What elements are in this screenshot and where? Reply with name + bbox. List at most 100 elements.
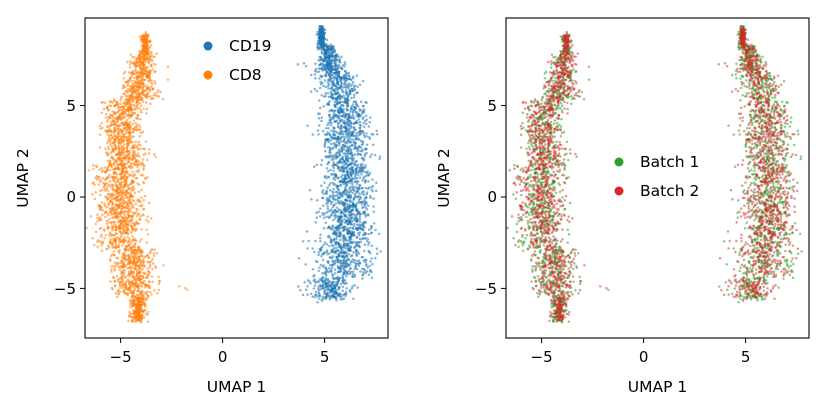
data-point-cd19 bbox=[327, 87, 330, 90]
data-point-cd19 bbox=[361, 206, 365, 209]
data-point-cd8 bbox=[153, 288, 156, 292]
data-point-cd19 bbox=[370, 188, 373, 191]
data-point-cd19 bbox=[340, 55, 343, 58]
data-point-cd8 bbox=[127, 243, 131, 247]
data-point-cd19 bbox=[340, 210, 344, 214]
data-point-cd19 bbox=[326, 207, 330, 211]
data-point-cd19 bbox=[333, 114, 337, 118]
data-point-cd8 bbox=[112, 264, 115, 268]
data-point-cd8 bbox=[109, 280, 112, 283]
data-point-cd8 bbox=[138, 246, 141, 250]
data-point-cd19 bbox=[377, 232, 381, 235]
data-point-cd8 bbox=[154, 92, 157, 95]
data-point-cd19 bbox=[362, 190, 366, 193]
data-point-cd8 bbox=[129, 299, 133, 302]
data-point-cd8 bbox=[108, 231, 112, 234]
data-point-cd8 bbox=[107, 165, 110, 168]
data-point-cd19 bbox=[330, 108, 334, 112]
data-point-cd8 bbox=[122, 190, 126, 194]
data-point-cd8 bbox=[130, 146, 133, 150]
data-point-cd19 bbox=[347, 253, 351, 256]
data-point-cd19 bbox=[347, 264, 351, 267]
data-point-cd8 bbox=[129, 84, 132, 88]
data-point-cd8 bbox=[126, 274, 129, 277]
data-point-cd8 bbox=[131, 130, 135, 133]
data-point-cd19 bbox=[352, 125, 356, 129]
data-point-cd19 bbox=[315, 211, 318, 214]
data-point-cd8 bbox=[132, 128, 135, 131]
data-point-cd8 bbox=[125, 189, 128, 192]
data-point-cd19 bbox=[358, 245, 361, 249]
data-point-cd19 bbox=[342, 135, 346, 138]
data-point-cd19 bbox=[341, 229, 345, 232]
data-point-cd8 bbox=[123, 292, 127, 295]
data-point-cd19 bbox=[358, 176, 362, 180]
data-point-cd8 bbox=[123, 224, 126, 228]
data-point-cd19 bbox=[343, 242, 346, 245]
data-point-cd19 bbox=[342, 119, 346, 123]
data-point-cd8 bbox=[102, 107, 106, 110]
data-point-cd19 bbox=[306, 124, 309, 128]
data-point-cd8 bbox=[153, 248, 156, 251]
data-point-cd19 bbox=[326, 260, 330, 264]
data-point-cd19 bbox=[370, 276, 374, 280]
data-point-cd19 bbox=[351, 138, 355, 142]
data-point-cd19 bbox=[320, 119, 323, 123]
data-point-cd19 bbox=[334, 53, 338, 56]
data-point-cd19 bbox=[343, 77, 347, 81]
data-point-cd19 bbox=[368, 120, 372, 124]
data-point-cd19 bbox=[333, 60, 337, 63]
data-point-cd19 bbox=[329, 80, 332, 83]
data-point-cd19 bbox=[323, 142, 327, 146]
data-point-cd8 bbox=[118, 281, 121, 284]
data-point-cd19 bbox=[328, 76, 332, 79]
data-point-cd19 bbox=[338, 97, 342, 100]
data-point-cd8 bbox=[119, 197, 122, 200]
data-point-cd19 bbox=[337, 229, 341, 233]
data-point-cd19 bbox=[314, 67, 318, 71]
data-point-cd19 bbox=[351, 270, 355, 273]
data-point-cd19 bbox=[361, 79, 365, 83]
data-point-cd19 bbox=[309, 73, 313, 77]
data-point-cd8 bbox=[112, 250, 116, 253]
data-point-cd19 bbox=[328, 121, 332, 124]
data-point-cd8 bbox=[92, 181, 95, 184]
data-point-cd8 bbox=[122, 77, 126, 80]
data-point-cd8 bbox=[166, 65, 170, 68]
data-point-cd8 bbox=[132, 135, 135, 139]
data-point-cd19 bbox=[321, 258, 325, 262]
data-point-cd19 bbox=[365, 264, 368, 267]
data-point-cd19 bbox=[319, 33, 322, 37]
data-point-cd19 bbox=[327, 78, 330, 81]
data-point-cd19 bbox=[317, 251, 320, 254]
data-point-cd8 bbox=[147, 201, 151, 205]
data-point-cd8 bbox=[104, 215, 107, 219]
data-point-cd8 bbox=[136, 289, 139, 293]
data-point-cd8 bbox=[127, 173, 131, 176]
data-point-cd19 bbox=[315, 89, 319, 93]
data-point-cd8 bbox=[128, 126, 131, 129]
data-point-cd19 bbox=[317, 116, 321, 120]
data-point-cd19 bbox=[323, 150, 327, 153]
data-point-cd19 bbox=[329, 151, 332, 154]
data-point-cd8 bbox=[113, 261, 117, 265]
data-point-cd8 bbox=[128, 60, 132, 63]
data-point-cd19 bbox=[345, 254, 349, 258]
data-point-cd19 bbox=[358, 123, 362, 127]
data-point-cd19 bbox=[320, 184, 323, 187]
data-point-cd8 bbox=[113, 143, 116, 146]
data-point-cd8 bbox=[131, 56, 134, 59]
data-point-cd8 bbox=[135, 125, 139, 129]
data-point-cd19 bbox=[362, 104, 365, 108]
data-point-cd8 bbox=[141, 313, 144, 317]
data-point-cd19 bbox=[370, 231, 373, 234]
data-point-cd8 bbox=[148, 265, 152, 269]
data-point-cd19 bbox=[375, 129, 378, 133]
data-point-cd19 bbox=[340, 247, 343, 251]
data-point-cd19 bbox=[357, 234, 361, 237]
data-point-cd19 bbox=[331, 294, 334, 298]
data-point-cd19 bbox=[314, 290, 318, 294]
data-point-cd8 bbox=[100, 111, 104, 114]
data-point-cd8 bbox=[134, 176, 138, 180]
data-point-cd8 bbox=[139, 292, 143, 296]
